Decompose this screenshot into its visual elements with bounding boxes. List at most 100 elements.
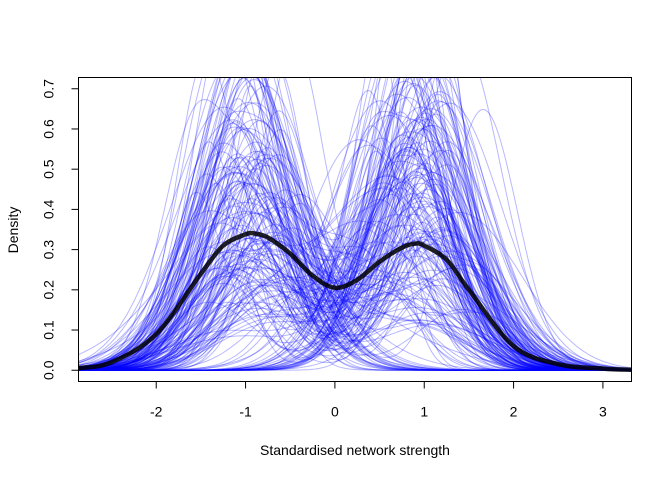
replicate-density-line — [78, 168, 632, 371]
replicate-density-line — [78, 124, 632, 371]
replicate-density-line — [78, 77, 632, 371]
replicate-density-line — [78, 110, 632, 371]
replicate-density-line — [78, 137, 632, 371]
replicate-density-line — [78, 77, 632, 371]
replicate-density-line — [78, 102, 632, 371]
replicate-density-line — [78, 136, 632, 371]
replicate-density-line — [78, 119, 632, 371]
replicate-density-line — [78, 196, 632, 371]
x-tick-label: 1 — [420, 404, 428, 420]
mean-density-line — [78, 230, 632, 373]
replicate-density-line — [78, 147, 632, 371]
replicate-density-line — [78, 77, 632, 371]
y-axis-label: Density — [5, 207, 21, 254]
replicate-density-line — [78, 120, 632, 371]
replicate-density-line — [78, 228, 632, 371]
replicate-density-line — [78, 77, 632, 371]
replicate-density-line — [78, 210, 632, 371]
replicate-density-line — [78, 77, 632, 371]
replicate-density-line — [78, 77, 632, 371]
replicate-density-line — [78, 197, 632, 371]
replicate-density-line — [78, 178, 632, 371]
replicate-density-line — [78, 222, 632, 370]
replicate-density-line — [78, 170, 632, 371]
replicate-density-line — [78, 142, 632, 371]
y-tick-label: 0.6 — [41, 119, 57, 139]
replicate-density-line — [78, 156, 632, 371]
replicate-density-line — [78, 93, 632, 371]
replicate-density-line — [78, 102, 632, 371]
y-tick-label: 0.4 — [41, 199, 57, 219]
replicate-density-line — [78, 154, 632, 371]
replicate-density-line — [78, 242, 632, 371]
replicate-density-line — [78, 134, 632, 371]
replicate-density-line — [78, 153, 632, 371]
replicate-density-line — [78, 77, 632, 371]
replicate-density-line — [78, 77, 632, 371]
replicate-density-line — [78, 77, 632, 371]
y-tick-label: 0.1 — [41, 320, 57, 340]
replicate-density-line — [78, 150, 632, 371]
replicate-density-line — [78, 200, 632, 371]
replicate-density-line — [78, 77, 632, 371]
replicate-density-line — [78, 77, 632, 371]
replicate-density-line — [78, 110, 632, 371]
replicate-density-line — [78, 119, 632, 371]
replicate-density-line — [78, 164, 632, 371]
replicate-density-line — [78, 142, 632, 371]
replicate-density-line — [78, 173, 632, 371]
replicate-density-line — [78, 77, 632, 371]
replicate-density-line — [78, 141, 632, 371]
replicate-density-line — [78, 80, 632, 371]
replicate-density-line — [78, 172, 632, 371]
replicate-density-line — [78, 192, 632, 371]
replicate-density-line — [78, 150, 632, 371]
replicate-density-line — [78, 210, 632, 371]
replicate-density-line — [78, 77, 632, 371]
replicate-density-line — [78, 77, 632, 371]
replicate-density-line — [78, 100, 632, 371]
replicate-density-line — [78, 77, 632, 371]
replicate-density-line — [78, 188, 632, 371]
replicate-density-line — [78, 149, 632, 371]
replicate-density-line — [78, 108, 632, 371]
replicate-density-line — [78, 165, 632, 371]
x-tick-label: -1 — [239, 404, 252, 420]
replicate-density-line — [78, 77, 632, 371]
replicate-density-line — [78, 216, 632, 371]
replicate-density-line — [78, 77, 632, 371]
replicate-density-line — [78, 77, 632, 371]
replicate-density-line — [78, 180, 632, 371]
replicate-density-line — [78, 171, 632, 371]
replicate-density-line — [78, 144, 632, 371]
replicate-density-line — [78, 150, 632, 371]
replicate-density-line — [78, 141, 632, 371]
replicate-density-line — [78, 128, 632, 371]
replicate-density-line — [78, 110, 632, 371]
replicate-density-line — [78, 77, 632, 371]
replicate-density-line — [78, 181, 632, 371]
replicate-density-line — [78, 77, 632, 371]
replicate-density-line — [78, 207, 632, 371]
replicate-density-line — [78, 140, 632, 371]
replicate-density-line — [78, 171, 632, 371]
replicate-density-line — [78, 182, 632, 371]
replicate-density-line — [78, 146, 632, 371]
replicate-density-line — [78, 162, 632, 371]
replicate-density-line — [78, 207, 632, 371]
y-axis: 0.0 0.1 0.2 0.3 0.4 0.5 0.6 0.7 — [41, 79, 79, 380]
replicate-density-line — [78, 89, 632, 371]
replicate-density-line — [78, 77, 632, 371]
replicate-density-line — [78, 121, 632, 371]
replicate-density-line — [78, 82, 632, 371]
y-tick-label: 0.2 — [41, 280, 57, 300]
replicate-density-line — [78, 77, 632, 371]
x-tick-label: -2 — [150, 404, 163, 420]
replicate-density-line — [78, 175, 632, 371]
x-axis: -2 -1 0 1 2 3 — [150, 381, 607, 420]
replicate-density-line — [78, 212, 632, 371]
replicate-density-line — [78, 125, 632, 371]
replicate-density-line — [78, 125, 632, 371]
replicate-density-line — [78, 148, 632, 371]
